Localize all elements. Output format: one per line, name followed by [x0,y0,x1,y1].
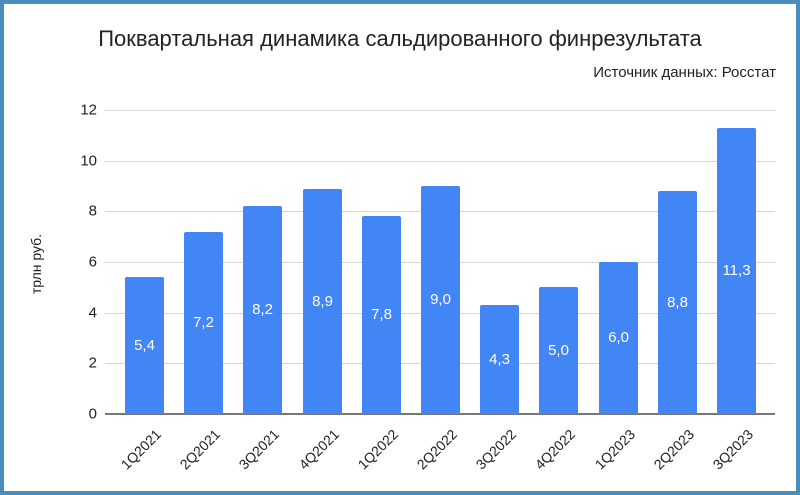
bar-2Q2021[interactable] [184,232,223,414]
bar-3Q2023[interactable] [717,128,756,414]
gridline [105,110,775,111]
y-axis-label: трлн руб. [28,233,44,295]
bar-value-label: 7,2 [193,314,214,331]
bar-4Q2022[interactable] [539,287,578,414]
bar-1Q2022[interactable] [362,216,401,414]
bar-value-label: 9,0 [430,291,451,308]
bar-value-label: 7,8 [371,306,392,323]
bar-1Q2021[interactable] [125,277,164,414]
bar-1Q2023[interactable] [599,262,638,414]
y-tick-label: 6 [88,253,97,271]
y-tick-label: 8 [88,202,97,220]
bar-2Q2022[interactable] [421,186,460,414]
y-tick-label: 12 [80,101,97,119]
bar-value-label: 11,3 [722,262,751,279]
x-axis-line [105,413,775,415]
y-tick-label: 10 [80,152,97,170]
bar-value-label: 6,0 [608,329,629,346]
bar-4Q2021[interactable] [303,189,342,414]
bar-3Q2021[interactable] [243,206,282,414]
bar-value-label: 8,2 [252,301,273,318]
bar-3Q2022[interactable] [480,305,519,414]
gridline [105,161,775,162]
y-tick-label: 2 [88,354,97,372]
chart-title: Поквартальная динамика сальдированного ф… [98,26,702,51]
y-tick-label: 0 [88,405,97,423]
chart-subtitle: Источник данных: Росстат [593,64,776,81]
bar-value-label: 8,8 [667,293,688,311]
bar-value-label: 5,4 [134,336,155,354]
bar-value-label: 5,0 [548,341,569,359]
bar-value-label: 8,9 [312,292,333,310]
bar-2Q2023[interactable] [658,191,697,414]
y-tick-label: 4 [88,304,97,322]
bar-value-label: 4,3 [489,350,510,368]
